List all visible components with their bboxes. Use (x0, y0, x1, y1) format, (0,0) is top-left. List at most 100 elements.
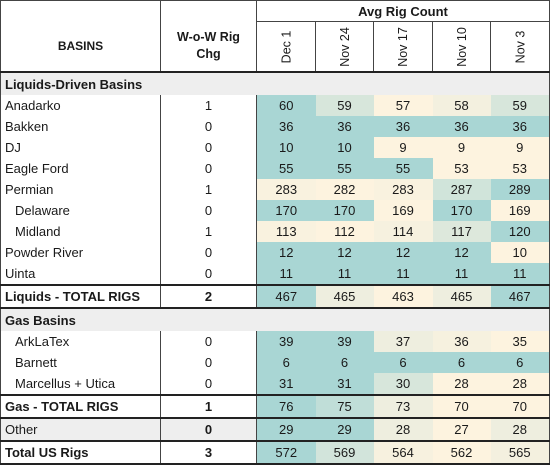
basin-name: Marcellus + Utica (0, 373, 161, 395)
basin-name: Eagle Ford (0, 158, 161, 179)
wow-change: 1 (160, 394, 257, 419)
rig-count-cell: 10 (490, 242, 550, 263)
wow-change: 0 (160, 137, 257, 158)
rig-count-cell: 57 (373, 95, 433, 116)
rig-count-cell: 467 (490, 284, 550, 309)
week-header: Nov 10 (432, 21, 491, 73)
week-header-label: Nov 24 (337, 26, 352, 67)
basin-name: Bakken (0, 116, 161, 137)
rig-count-cell: 114 (373, 221, 433, 242)
table-row: ArkLaTex 0 39 39 37 36 35 (0, 331, 550, 352)
rig-count-cell: 569 (315, 440, 374, 465)
wow-change: 3 (160, 440, 257, 465)
rig-count-cell: 9 (432, 137, 491, 158)
rig-count-cell: 113 (256, 221, 316, 242)
rig-count-cell: 289 (490, 179, 550, 200)
rig-count-cell: 53 (432, 158, 491, 179)
rig-count-cell: 28 (490, 373, 550, 395)
rig-count-cell: 6 (432, 352, 491, 373)
basin-name: Other (0, 418, 161, 442)
rig-count-cell: 6 (490, 352, 550, 373)
table-row: Marcellus + Utica 0 31 31 30 28 28 (0, 373, 550, 395)
rig-count-cell: 75 (315, 394, 374, 419)
avg-rig-count-header: Avg Rig Count (256, 0, 550, 22)
rig-count-cell: 287 (432, 179, 491, 200)
rig-count-cell: 9 (373, 137, 433, 158)
basin-name: Midland (0, 221, 161, 242)
rig-count-cell: 36 (373, 116, 433, 137)
rig-count-cell: 39 (256, 331, 316, 352)
table-row: Uinta 0 11 11 11 11 11 (0, 263, 550, 285)
rig-count-cell: 9 (490, 137, 550, 158)
wow-change: 0 (160, 242, 257, 263)
wow-change: 1 (160, 221, 257, 242)
basin-name: Permian (0, 179, 161, 200)
week-header-label: Nov 3 (513, 30, 527, 63)
rig-count-cell: 11 (256, 263, 316, 285)
table-row: Powder River 0 12 12 12 12 10 (0, 242, 550, 263)
week-header: Dec 1 (256, 21, 316, 73)
rig-count-cell: 12 (256, 242, 316, 263)
gas-section-label: Gas Basins (5, 312, 76, 328)
rig-count-cell: 55 (373, 158, 433, 179)
wow-change: 1 (160, 179, 257, 200)
basin-name: Total US Rigs (0, 440, 161, 465)
rig-count-cell: 562 (432, 440, 491, 465)
rig-count-cell: 12 (432, 242, 491, 263)
rig-count-cell: 36 (432, 116, 491, 137)
wow-chg-header-line1: W-o-W Rig (177, 30, 240, 45)
wow-change: 0 (160, 116, 257, 137)
rig-count-cell: 36 (256, 116, 316, 137)
rig-count-cell: 169 (490, 200, 550, 221)
rig-count-cell: 31 (256, 373, 316, 395)
rig-count-cell: 283 (256, 179, 316, 200)
rig-count-cell: 59 (315, 95, 374, 116)
rig-count-cell: 11 (315, 263, 374, 285)
rig-count-cell: 27 (432, 418, 491, 442)
week-header-label: Nov 10 (454, 26, 469, 67)
gas-section-title: Gas Basins (0, 308, 257, 331)
other-row: Other 0 29 29 28 27 28 (0, 418, 550, 442)
section-spacer (256, 308, 550, 331)
basin-name: Powder River (0, 242, 161, 263)
rig-count-cell: 28 (432, 373, 491, 395)
rig-count-cell: 467 (256, 284, 316, 309)
wow-chg-header: W-o-W Rig Chg (160, 21, 257, 73)
gas-section-row: Gas Basins (0, 308, 550, 331)
basin-name: Gas - TOTAL RIGS (0, 394, 161, 419)
rig-count-cell: 169 (373, 200, 433, 221)
wow-change: 0 (160, 373, 257, 395)
basin-name: Liquids - TOTAL RIGS (0, 284, 161, 309)
liquids-total-row: Liquids - TOTAL RIGS 2 467 465 463 465 467 (0, 284, 550, 309)
rig-count-cell: 31 (315, 373, 374, 395)
table-row: Eagle Ford 0 55 55 55 53 53 (0, 158, 550, 179)
basin-name: Uinta (0, 263, 161, 285)
rig-count-cell: 572 (256, 440, 316, 465)
rig-count-cell: 35 (490, 331, 550, 352)
gas-total-row: Gas - TOTAL RIGS 1 76 75 73 70 70 (0, 394, 550, 419)
wow-change: 0 (160, 418, 257, 442)
basin-name: DJ (0, 137, 161, 158)
rig-count-cell: 28 (490, 418, 550, 442)
wow-change: 1 (160, 95, 257, 116)
basins-header: BASINS (0, 21, 161, 73)
table-row: Barnett 0 6 6 6 6 6 (0, 352, 550, 373)
rig-count-cell: 36 (432, 331, 491, 352)
rig-count-cell: 37 (373, 331, 433, 352)
week-header: Nov 3 (490, 21, 550, 73)
wow-corner-cell (160, 0, 257, 22)
table-row: Delaware 0 170 170 169 170 169 (0, 200, 550, 221)
rig-count-cell: 463 (373, 284, 433, 309)
table-row: Permian 1 283 282 283 287 289 (0, 179, 550, 200)
rig-count-cell: 76 (256, 394, 316, 419)
wow-change: 0 (160, 352, 257, 373)
wow-chg-header-line2: Chg (196, 47, 221, 62)
wow-change: 0 (160, 331, 257, 352)
rig-count-cell: 170 (256, 200, 316, 221)
basin-name: Anadarko (0, 95, 161, 116)
rig-count-cell: 465 (432, 284, 491, 309)
rig-count-cell: 73 (373, 394, 433, 419)
corner-cell (0, 0, 161, 22)
rig-count-cell: 465 (315, 284, 374, 309)
week-header: Nov 24 (315, 21, 374, 73)
